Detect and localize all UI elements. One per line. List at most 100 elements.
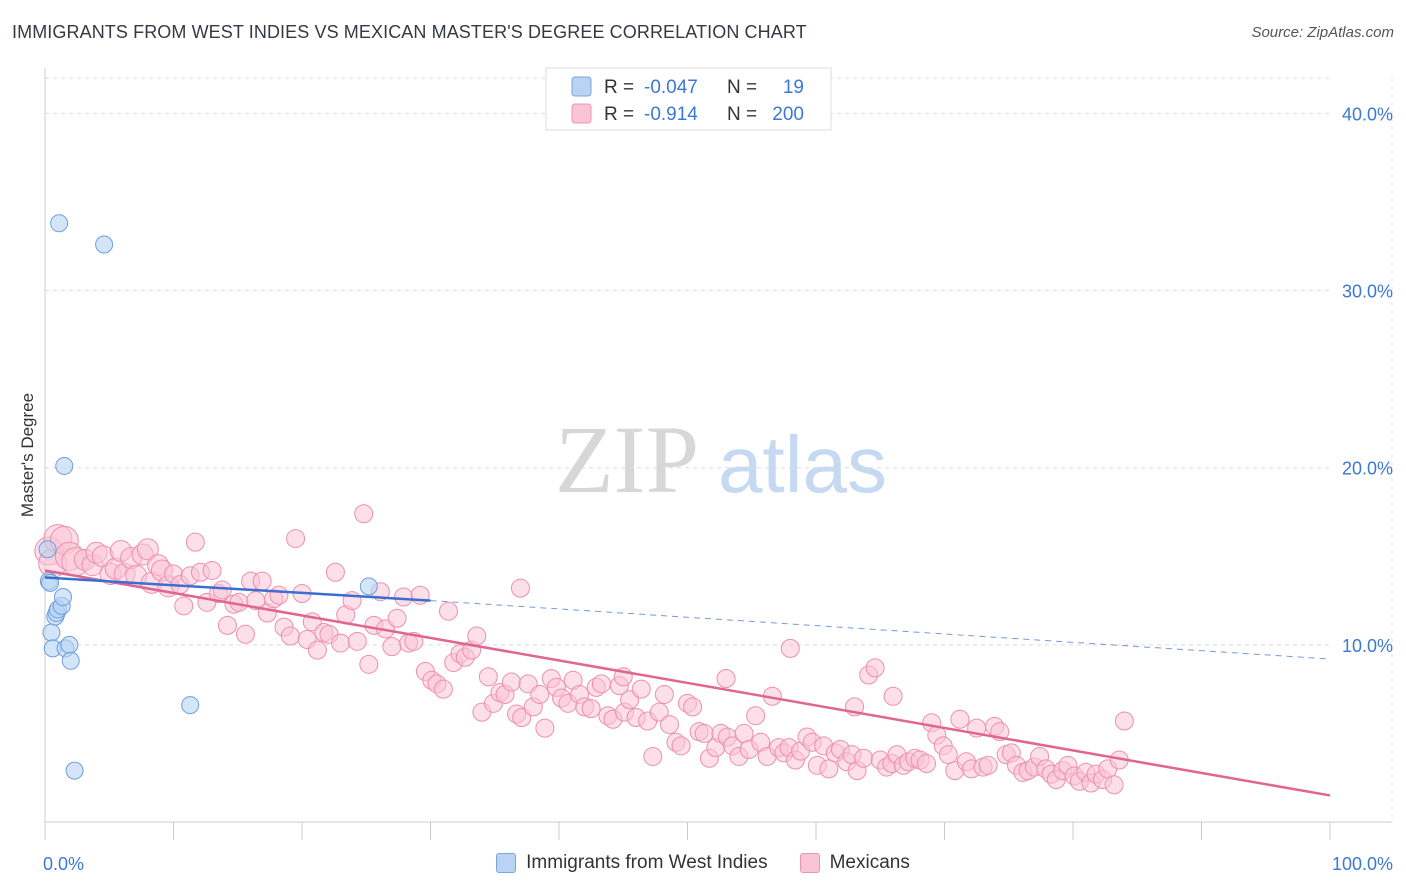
mexicans-point-32	[217, 615, 237, 635]
mexicans-point-44	[286, 529, 306, 549]
mexicans-point-88	[535, 718, 555, 738]
mexicans-point-146	[865, 658, 885, 678]
mexicans-point-123	[734, 723, 754, 743]
legend-n-label-2: N =	[727, 104, 757, 125]
mexicans-point-96	[581, 699, 601, 719]
mexicans-point-190	[1114, 711, 1134, 731]
legend-n-value-2: 200	[772, 104, 804, 125]
legend-n-value-1: 19	[783, 77, 804, 98]
mexicans-point-109	[654, 684, 674, 704]
legend-r-value-2: -0.914	[644, 104, 698, 125]
mexicans-point-196	[883, 686, 903, 706]
mexicans-point-29	[202, 560, 222, 580]
x-tick-label-min: 0.0%	[43, 854, 84, 874]
legend-swatch-pink	[571, 103, 592, 124]
y-axis-label: Master's Degree	[18, 393, 37, 517]
mexicans-point-112	[671, 736, 691, 756]
legend-r-label-2: R =	[604, 104, 634, 125]
west-indies-point-8	[50, 214, 69, 233]
mexicans-point-125	[746, 706, 766, 726]
mexicans-point-105	[631, 679, 651, 699]
mexicans-point-48	[307, 640, 327, 660]
west-indies-trend-dashed	[430, 600, 1331, 660]
mexicans-point-43	[280, 626, 300, 646]
mexicans-points	[34, 504, 1134, 795]
mexicans-point-82	[501, 672, 521, 692]
mexicans-point-107	[643, 746, 663, 766]
mexicans-point-159	[938, 745, 958, 765]
west-indies-point-15	[65, 761, 84, 780]
west-indies-point-16	[95, 235, 114, 254]
mexicans-point-17	[136, 538, 159, 561]
west-indies-point-11	[55, 456, 74, 475]
y-tick-label-40: 40.0%	[1342, 104, 1393, 124]
mexicans-point-63	[394, 587, 414, 607]
west-indies-point-18	[359, 577, 378, 596]
west-indies-point-10	[53, 588, 72, 607]
legend-bottom: Immigrants from West Indies Mexicans	[0, 852, 1406, 874]
legend-top: R = -0.047 N = 19 R = -0.914 N = 200	[545, 67, 832, 131]
legend-r-value-1: -0.047	[644, 77, 698, 98]
mexicans-point-26	[185, 532, 205, 552]
mexicans-point-51	[325, 562, 345, 582]
legend-swatch-west-indies	[496, 853, 517, 873]
legend-swatch-blue	[571, 76, 592, 97]
watermark-zip: ZIP	[555, 406, 699, 513]
legend-n-label-1: N =	[727, 77, 757, 98]
mexicans-point-87	[530, 684, 550, 704]
mexicans-point-24	[174, 596, 194, 616]
mexicans-point-166	[978, 755, 998, 775]
legend-label-mexicans: Mexicans	[829, 852, 910, 873]
watermark: ZIP atlas	[555, 406, 887, 513]
legend-item-west-indies: Immigrants from West Indies	[496, 852, 768, 874]
west-indies-point-17	[181, 696, 200, 715]
mexicans-point-188	[1104, 775, 1124, 795]
mexicans-point-114	[683, 697, 703, 717]
legend-label-west-indies: Immigrants from West Indies	[526, 852, 768, 873]
mexicans-point-56	[354, 504, 374, 524]
mexicans-point-41	[269, 585, 289, 605]
mexicans-point-61	[382, 637, 402, 657]
mexicans-point-144	[854, 748, 874, 768]
mexicans-point-35	[235, 624, 255, 644]
mexicans-trend-line	[44, 569, 1331, 797]
legend-top-box	[545, 67, 832, 131]
mexicans-point-38	[252, 571, 272, 591]
west-indies-trend-line	[44, 576, 431, 602]
mexicans-point-70	[433, 679, 453, 699]
west-indies-point-14	[61, 651, 80, 670]
mexicans-point-195	[716, 669, 736, 689]
legend-r-label-1: R =	[604, 77, 634, 98]
mexicans-point-155	[917, 754, 937, 774]
mexicans-point-76	[467, 626, 487, 646]
mexicans-point-52	[331, 633, 351, 653]
chart-title: IMMIGRANTS FROM WEST INDIES VS MEXICAN M…	[12, 22, 807, 42]
y-tick-labels: 10.0% 20.0% 30.0% 40.0%	[1342, 104, 1393, 655]
mexicans-point-71	[438, 601, 458, 621]
y-tick-label-30: 30.0%	[1342, 282, 1393, 302]
mexicans-point-57	[359, 654, 379, 674]
trend-lines	[44, 569, 1331, 797]
mexicans-point-55	[347, 631, 367, 651]
source-label: Source: ZipAtlas.com	[1251, 24, 1394, 41]
mexicans-point-31	[212, 580, 232, 600]
mexicans-point-78	[478, 667, 498, 687]
x-tick-label-max: 100.0%	[1332, 854, 1393, 874]
y-tick-label-20: 20.0%	[1342, 459, 1393, 479]
mexicans-point-110	[660, 715, 680, 735]
mexicans-point-62	[387, 608, 407, 628]
mexicans-point-138	[819, 759, 839, 779]
x-tick-labels: 0.0% 100.0%	[43, 854, 1393, 874]
mexicans-point-161	[950, 709, 970, 729]
mexicans-point-192	[780, 638, 800, 658]
mexicans-point-108	[649, 702, 669, 722]
y-tick-label-10: 10.0%	[1342, 636, 1393, 656]
west-indies-point-13	[60, 635, 79, 654]
west-indies-point-0	[38, 540, 57, 559]
west-indies-points	[38, 214, 378, 780]
axes	[44, 68, 1392, 840]
legend-item-mexicans: Mexicans	[799, 852, 910, 874]
mexicans-point-194	[510, 578, 530, 598]
west-indies-point-3	[42, 623, 61, 642]
